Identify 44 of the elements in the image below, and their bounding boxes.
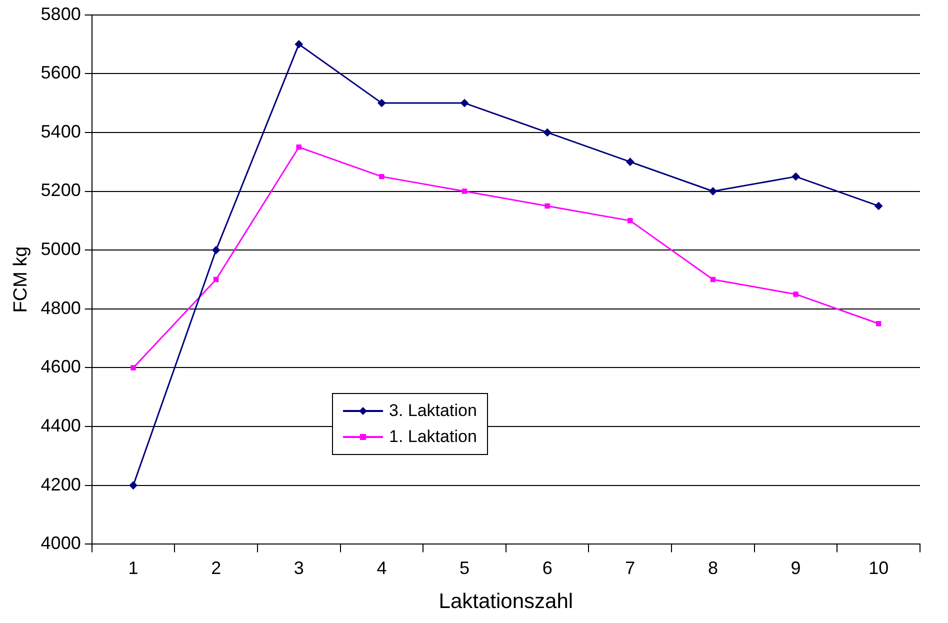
y-tick-label: 4800 <box>40 298 81 318</box>
x-tick-label: 5 <box>460 558 470 578</box>
point <box>710 276 716 282</box>
point <box>626 158 634 166</box>
legend-label: 3. Laktation <box>389 401 477 422</box>
legend-label: 1. Laktation <box>389 427 477 448</box>
y-tick-label: 4400 <box>40 416 81 436</box>
point <box>130 365 136 370</box>
point <box>792 172 800 181</box>
point <box>213 276 219 282</box>
y-tick-label: 5800 <box>40 4 81 24</box>
point <box>460 99 469 108</box>
y-tick-label: 4600 <box>40 356 81 377</box>
x-tick-label: 8 <box>708 558 718 578</box>
x-axis-title: Laktationszahl <box>438 590 574 614</box>
point <box>378 99 386 108</box>
point <box>379 174 384 180</box>
point <box>212 246 220 254</box>
y-tick-label: 4000 <box>40 533 81 554</box>
point <box>874 202 883 210</box>
point <box>793 292 798 297</box>
x-tick-label: 1 <box>128 558 138 578</box>
y-tick-label: 5600 <box>40 62 81 83</box>
x-tick-label: 4 <box>376 558 387 578</box>
point <box>294 40 303 48</box>
point <box>543 128 552 136</box>
point <box>708 187 717 196</box>
point <box>544 203 550 209</box>
y-tick-label: 4200 <box>40 474 81 494</box>
point <box>628 218 633 224</box>
x-tick-label: 9 <box>790 558 801 578</box>
y-tick-label: 5200 <box>40 180 81 200</box>
y-tick-label: 5400 <box>40 121 81 142</box>
y-tick-label: 5000 <box>40 239 81 260</box>
point <box>876 320 882 326</box>
x-tick-label: 3 <box>294 558 304 578</box>
x-tick-label: 10 <box>868 558 889 578</box>
y-axis-title: FCM kg <box>10 246 32 313</box>
x-tick-label: 6 <box>542 558 552 578</box>
x-tick-label: 7 <box>625 558 636 578</box>
point <box>296 144 302 150</box>
x-tick-label: 2 <box>211 558 222 578</box>
point <box>462 188 468 194</box>
point <box>129 481 138 490</box>
